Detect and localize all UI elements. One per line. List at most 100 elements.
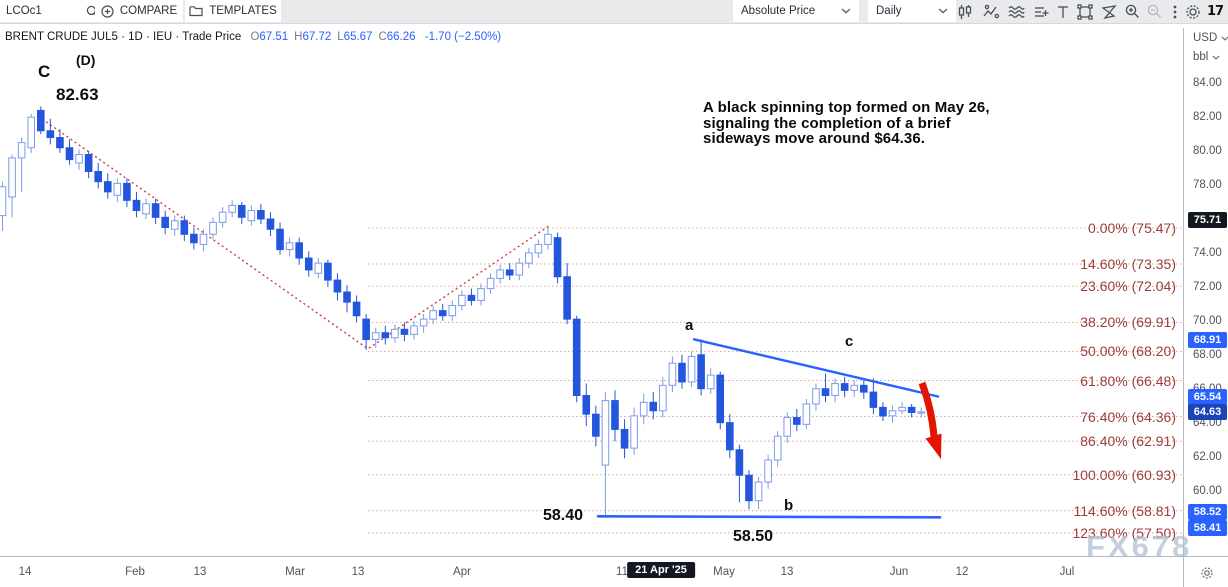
unit-bbl-label: bbl — [1193, 51, 1209, 63]
candle — [678, 354, 686, 389]
legend-change: -1.70 (−2.50%) — [424, 31, 502, 43]
candles-icon[interactable] — [954, 1, 976, 22]
price-tick: 80.00 — [1193, 145, 1222, 158]
candle — [304, 251, 313, 277]
candle — [410, 320, 418, 340]
candle — [17, 137, 26, 192]
candle — [218, 207, 227, 228]
candle — [324, 259, 332, 287]
time-tick: 11 — [616, 566, 628, 578]
compare-waves-icon[interactable] — [1005, 1, 1027, 22]
candle — [907, 403, 916, 418]
candle — [668, 356, 677, 393]
candle — [0, 181, 7, 231]
chart-annotation-text: A black spinning top formed on May 26, s… — [703, 99, 990, 147]
candle — [400, 322, 409, 342]
candle — [735, 444, 744, 503]
top-toolbar: LCOc1 COMPARE TEMPLATES Absolute Price D… — [0, 0, 1228, 24]
price-badge-65.54: 65.54 — [1188, 389, 1227, 405]
alert-grid-icon[interactable] — [1030, 1, 1052, 22]
drawn-label: C — [38, 62, 51, 81]
candle — [352, 295, 361, 323]
drawn-label: 58.50 — [733, 528, 774, 545]
candle — [898, 402, 906, 415]
candle — [419, 314, 428, 333]
folder-icon — [189, 5, 203, 17]
chevron-down-icon — [841, 8, 851, 14]
candle — [812, 383, 820, 411]
time-axis[interactable]: 14 Feb 13 Mar 13 Apr 11 May 13 Jun 12 Jul 21 Apr '2… — [0, 556, 1183, 587]
candle — [285, 237, 294, 257]
text-tool-icon[interactable] — [1052, 1, 1074, 22]
candle — [831, 378, 839, 403]
candle — [266, 212, 275, 236]
time-tick: 12 — [955, 566, 969, 578]
templates-label: TEMPLATES — [209, 5, 277, 17]
time-tick: 13 — [193, 566, 207, 578]
price-mode-dropdown[interactable]: Absolute Price — [733, 0, 859, 22]
candle — [209, 217, 217, 240]
indicators-icon[interactable] — [980, 1, 1002, 22]
compare-button[interactable]: COMPARE — [95, 0, 183, 22]
fib-level-label: 38.20% (69.91) — [1080, 314, 1176, 331]
price-badge-64.63: 64.63 — [1188, 404, 1227, 420]
candle — [56, 129, 64, 153]
candle — [170, 215, 179, 236]
candle — [754, 476, 763, 510]
fib-level-label: 50.00% (68.20) — [1080, 343, 1176, 360]
settings-icon[interactable] — [1182, 1, 1204, 22]
candle — [448, 300, 457, 321]
candle — [257, 203, 265, 225]
candle — [180, 215, 189, 242]
candle — [429, 305, 437, 325]
candle — [553, 232, 562, 284]
candle — [505, 263, 514, 281]
unit-dropdown-bbl[interactable]: bbl — [1193, 51, 1220, 63]
candle — [84, 151, 93, 179]
price-tick: 74.00 — [1193, 246, 1222, 259]
compare-label: COMPARE — [119, 5, 178, 17]
candle — [199, 229, 208, 252]
candle — [783, 412, 792, 444]
candle — [840, 376, 849, 398]
templates-button[interactable]: TEMPLATES — [185, 0, 281, 22]
drawn-label: 58.40 — [543, 507, 584, 524]
candle — [582, 383, 591, 427]
candle — [333, 273, 342, 301]
axis-settings-corner[interactable] — [1183, 556, 1228, 587]
candle — [879, 402, 887, 421]
candle — [515, 258, 524, 281]
candle — [477, 283, 485, 306]
candle — [764, 454, 772, 489]
candle — [103, 173, 112, 199]
candle — [142, 198, 150, 220]
tradingview-logo[interactable]: 17 — [1206, 4, 1224, 19]
candle — [534, 239, 543, 259]
zigzag-dotted-line — [41, 118, 550, 350]
candle — [27, 113, 36, 153]
shapes-icon[interactable] — [1074, 1, 1096, 22]
polygon-icon[interactable] — [1098, 1, 1120, 22]
candle — [295, 237, 303, 265]
candle — [190, 227, 198, 250]
candlestick-chart[interactable] — [0, 28, 1183, 556]
price-tick: 68.00 — [1193, 348, 1222, 361]
zoom-in-icon[interactable] — [1121, 1, 1143, 22]
more-icon[interactable] — [1164, 1, 1186, 22]
fib-level-label: 0.00% (75.47) — [1088, 220, 1176, 236]
zoom-out-icon[interactable] — [1143, 1, 1165, 22]
drawn-label: c — [845, 333, 854, 350]
candle — [132, 191, 141, 218]
candle — [161, 210, 169, 235]
interval-dropdown[interactable]: Daily — [868, 0, 956, 22]
price-tick: 70.00 — [1193, 314, 1222, 327]
candle — [371, 327, 380, 348]
symbol-search-field[interactable]: LCOc1 — [0, 0, 105, 22]
price-axis[interactable]: USD bbl 84.00 82.00 80.00 78.00 74.00 72.00 70… — [1183, 28, 1228, 556]
chevron-down-icon — [1212, 54, 1220, 60]
unit-dropdown-usd[interactable]: USD — [1193, 32, 1228, 44]
time-tick: May — [713, 566, 735, 578]
chart-legend[interactable]: BRENT CRUDE JUL5 · 1D · IEU · Trade Pric… — [5, 31, 501, 43]
candle — [649, 392, 658, 420]
